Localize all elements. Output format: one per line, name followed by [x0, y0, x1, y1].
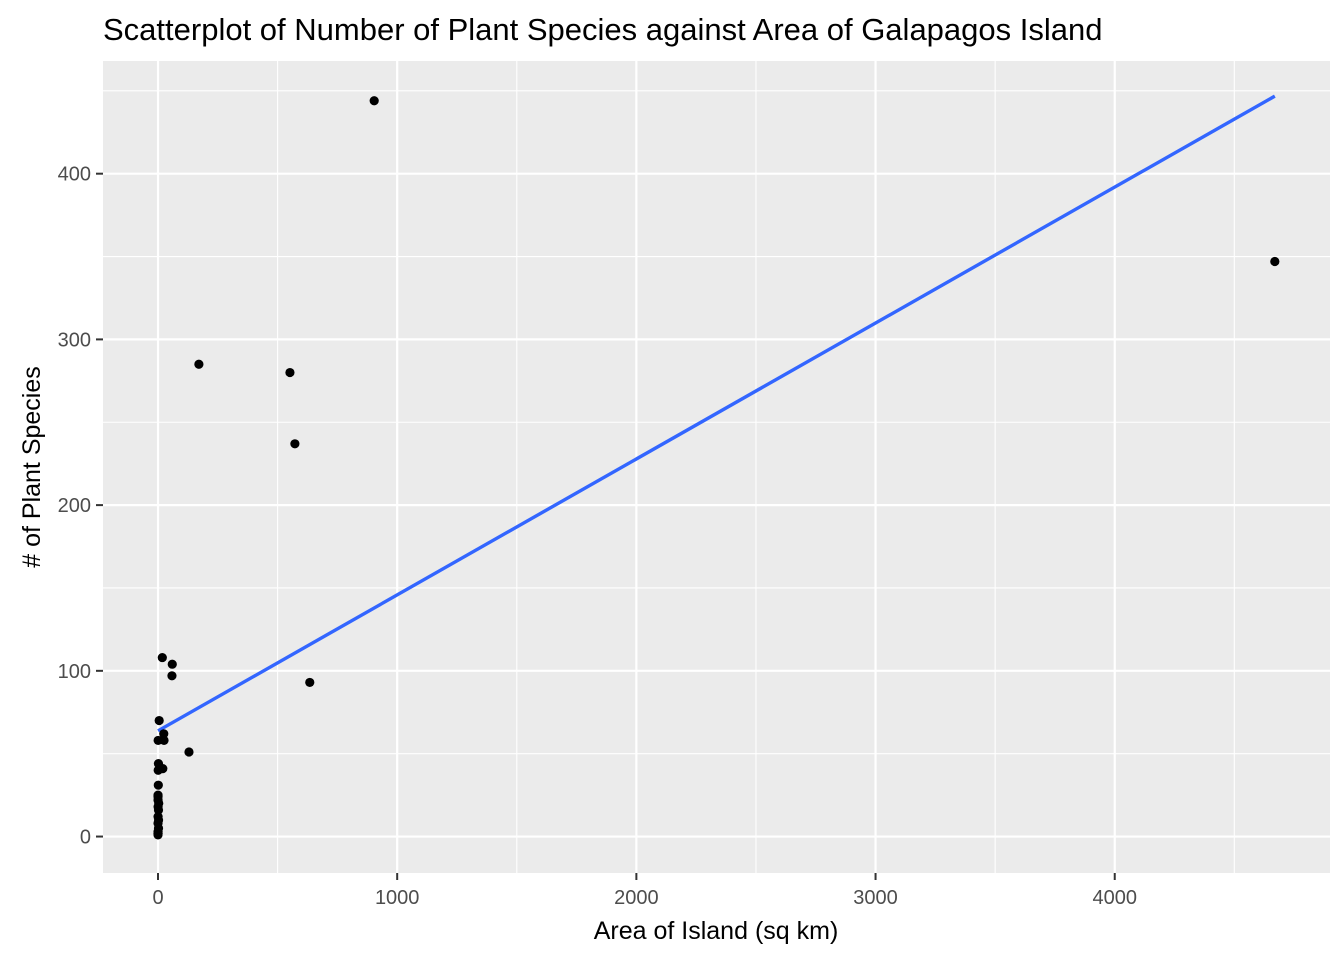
x-tick-label: 2000 [614, 887, 659, 909]
y-tick-label: 300 [58, 329, 91, 351]
y-tick-label: 400 [58, 164, 91, 186]
plot-panel [103, 61, 1330, 873]
data-point [153, 780, 163, 790]
data-point [305, 677, 315, 688]
data-point [153, 735, 163, 746]
data-point [159, 729, 169, 739]
trend-line [157, 94, 1276, 733]
data-point [167, 671, 177, 681]
y-axis-title: # of Plant Species [18, 366, 46, 568]
data-point [369, 96, 379, 106]
data-point [158, 764, 168, 774]
data-point [157, 652, 167, 663]
x-tick-label: 4000 [1092, 887, 1137, 909]
major-gridlines [103, 61, 1330, 873]
data-point [153, 805, 164, 815]
data-point [154, 798, 164, 809]
data-point [167, 659, 177, 669]
x-tick-label: 1000 [375, 887, 420, 909]
y-tick-label: 0 [80, 827, 91, 849]
y-tick-label: 200 [58, 495, 91, 517]
data-point [194, 359, 204, 369]
y-axis-ticks: 0 100 200 300 400 [58, 164, 103, 849]
data-point [154, 715, 164, 726]
x-tick-label: 0 [152, 887, 163, 909]
data-point [153, 812, 163, 822]
data-point [1270, 256, 1280, 267]
chart-title: Scatterplot of Number of Plant Species a… [103, 12, 1102, 47]
y-tick-label: 100 [58, 661, 91, 683]
data-point [153, 828, 163, 838]
x-axis-title: Area of Island (sq km) [594, 917, 839, 945]
x-axis-ticks: 0 1000 2000 3000 4000 [152, 873, 1137, 909]
data-point [290, 439, 300, 449]
minor-gridlines [103, 61, 1330, 873]
data-point [285, 367, 295, 378]
x-tick-label: 3000 [853, 887, 898, 909]
data-points [153, 96, 1280, 840]
data-point [184, 747, 194, 757]
